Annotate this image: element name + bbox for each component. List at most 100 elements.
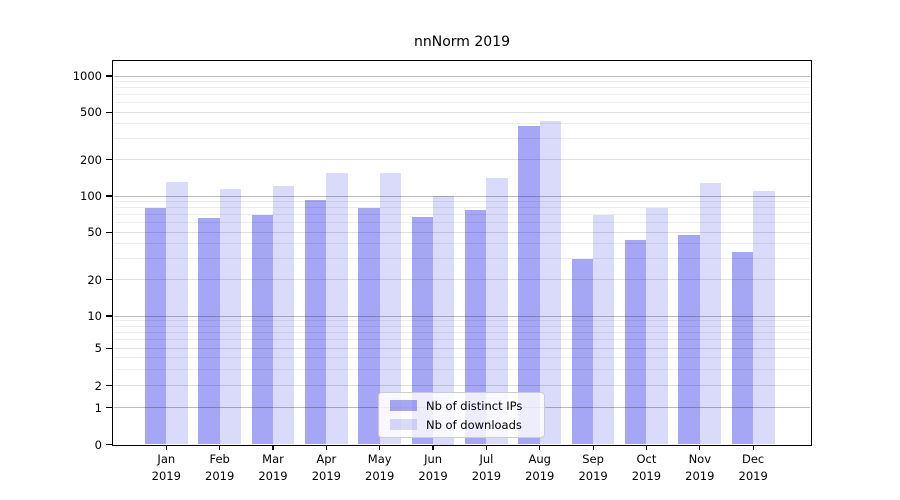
gridline-minor: [114, 320, 810, 322]
bar-distinct-ips-mar-2019: [251, 214, 273, 445]
y-tick-label-10: 10: [87, 309, 102, 323]
x-tick-year: 2019: [471, 469, 502, 483]
legend-label-downloads: Nb of downloads: [426, 417, 522, 432]
gridline-200: [114, 159, 810, 161]
x-tick-label-jan-2019: Jan 2019: [134, 451, 198, 485]
bar-distinct-ips-jan-2019: [144, 207, 167, 445]
bar-distinct-ips-jun-2019: [411, 216, 434, 445]
bar-downloads-nov-2019: [699, 183, 722, 445]
y-tick-500: [106, 111, 112, 113]
y-tick-label-1000: 1000: [72, 69, 102, 83]
x-tick-apr-2019: [325, 446, 327, 450]
legend-item-distinct-ips: Nb of distinct IPs: [390, 399, 544, 413]
bar-downloads-feb-2019: [219, 188, 242, 445]
x-tick-dec-2019: [752, 446, 754, 450]
x-tick-year: 2019: [205, 469, 235, 483]
x-tick-year: 2019: [258, 469, 288, 483]
gridline-minor: [114, 339, 810, 341]
gridline-minor: [114, 80, 810, 82]
bar-distinct-ips-jul-2019: [465, 210, 487, 445]
gridline-minor: [114, 138, 810, 140]
x-tick-label-may-2019: May 2019: [348, 451, 412, 485]
x-tick-jul-2019: [485, 446, 487, 450]
bar-downloads-jun-2019: [433, 196, 455, 445]
y-tick-10: [106, 315, 112, 317]
gridline-minor: [114, 356, 810, 358]
x-tick-label-apr-2019: Apr 2019: [294, 451, 358, 485]
x-tick-oct-2019: [645, 446, 648, 450]
gridline-100: [114, 195, 810, 197]
gridline-1000: [114, 75, 810, 77]
y-tick-0: [106, 443, 112, 446]
x-tick-year: 2019: [365, 469, 395, 483]
x-tick-label-jun-2019: Jun 2019: [401, 451, 465, 485]
bar-distinct-ips-oct-2019: [625, 239, 647, 445]
bar-downloads-oct-2019: [646, 207, 668, 445]
bar-downloads-jul-2019: [486, 178, 508, 445]
bar-downloads-may-2019: [379, 173, 402, 445]
x-tick-may-2019: [379, 446, 381, 450]
x-tick-year: 2019: [738, 469, 768, 483]
bar-downloads-dec-2019: [753, 191, 775, 445]
x-tick-label-sep-2019: Sep 2019: [561, 451, 625, 485]
gridline-minor: [114, 214, 810, 216]
y-tick-200: [106, 159, 112, 161]
x-tick-jan-2019: [165, 446, 167, 450]
gridline-50: [114, 231, 810, 233]
gridline-500: [114, 111, 810, 113]
bar-downloads-aug-2019: [539, 121, 562, 445]
bar-downloads-apr-2019: [326, 173, 348, 445]
bar-distinct-ips-sep-2019: [571, 258, 594, 445]
gridline-2: [114, 385, 810, 387]
y-tick-label-200: 200: [80, 152, 102, 167]
y-tick-20: [106, 279, 112, 281]
distinct-ips-swatch: [390, 400, 417, 411]
x-tick-label-mar-2019: Mar 2019: [241, 451, 305, 485]
x-tick-label-oct-2019: Oct 2019: [614, 451, 678, 485]
chart-title: nnNorm 2019: [413, 34, 510, 50]
x-tick-nov-2019: [699, 446, 701, 450]
y-tick-100: [106, 195, 112, 197]
x-tick-year: 2019: [685, 469, 715, 483]
y-tick-label-100: 100: [80, 189, 102, 203]
gridline-minor: [114, 222, 810, 224]
bar-downloads-jan-2019: [166, 182, 188, 445]
gridline-minor: [114, 87, 810, 89]
y-tick-label-5: 5: [94, 341, 102, 356]
bar-distinct-ips-nov-2019: [678, 235, 700, 445]
x-tick-aug-2019: [539, 446, 541, 450]
gridline-minor: [114, 258, 810, 260]
bar-distinct-ips-apr-2019: [304, 199, 327, 445]
legend-label-distinct-ips: Nb of distinct IPs: [426, 398, 523, 413]
x-tick-label-dec-2019: Dec 2019: [721, 451, 785, 485]
gridline-minor: [114, 123, 810, 125]
y-tick-5: [106, 347, 112, 349]
y-tick-label-500: 500: [80, 105, 102, 120]
x-tick-year: 2019: [525, 469, 555, 483]
gridline-10: [114, 315, 810, 317]
x-tick-mar-2019: [272, 446, 274, 450]
y-tick-2: [106, 385, 112, 387]
legend-item-downloads: Nb of downloads: [390, 418, 544, 432]
y-tick-label-1: 1: [94, 400, 102, 415]
x-tick-jun-2019: [432, 446, 434, 450]
y-tick-label-2: 2: [94, 378, 102, 393]
gridline-minor: [114, 207, 810, 209]
x-tick-year: 2019: [151, 469, 181, 483]
chart-legend: Nb of distinct IPs Nb of downloads: [378, 392, 545, 438]
gridline-5: [114, 347, 810, 349]
gridline-minor: [114, 102, 810, 104]
gridline-minor: [114, 200, 810, 202]
y-tick-label-50: 50: [87, 225, 102, 240]
gridline-minor: [114, 243, 810, 245]
bar-downloads-mar-2019: [273, 186, 295, 445]
x-tick-sep-2019: [592, 446, 594, 450]
x-tick-year: 2019: [631, 469, 662, 483]
bar-distinct-ips-aug-2019: [518, 126, 540, 445]
y-tick-50: [106, 231, 112, 233]
downloads-swatch: [390, 419, 417, 430]
y-tick-1: [106, 407, 112, 409]
bar-distinct-ips-dec-2019: [731, 252, 754, 445]
x-tick-year: 2019: [578, 469, 608, 483]
